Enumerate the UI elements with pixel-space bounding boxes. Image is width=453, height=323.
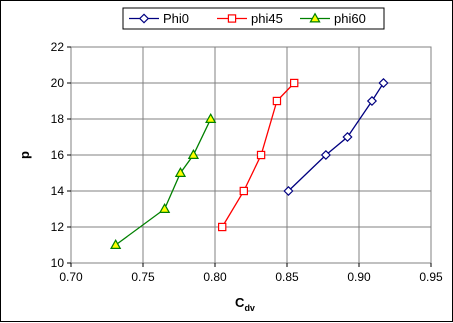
data-point (366, 95, 378, 107)
x-axis-label-subscript: dv (244, 303, 255, 313)
legend: Phi0 phi45 phi60 (122, 7, 385, 30)
x-tick-label: 0.95 (419, 270, 443, 284)
series-line (115, 118, 212, 246)
data-point (320, 149, 331, 161)
data-point (342, 131, 353, 143)
legend-label: phi60 (334, 11, 366, 26)
data-point (174, 166, 187, 177)
x-tick-label: 0.90 (347, 270, 371, 284)
legend-label: phi45 (251, 11, 283, 26)
series-phi45 (218, 78, 299, 232)
gridlines (70, 46, 432, 264)
data-point (290, 78, 299, 88)
y-tick-label: 20 (51, 76, 65, 90)
y-axis-ticks: 10 12 14 16 18 20 22 (51, 40, 71, 270)
legend-entry-phi45: phi45 (217, 11, 283, 26)
data-point (378, 77, 389, 89)
data-point (239, 186, 248, 196)
x-tick-label: 0.85 (275, 270, 299, 284)
y-axis-label: p (17, 151, 32, 159)
y-tick-label: 18 (51, 112, 65, 126)
data-point (283, 185, 294, 197)
x-axis-label-main: C (235, 295, 245, 310)
y-tick-label: 14 (51, 184, 65, 198)
series-phi0 (283, 77, 389, 197)
data-point (227, 14, 237, 23)
x-tick-label: 0.75 (131, 270, 155, 284)
series (110, 77, 389, 249)
legend-box (122, 7, 385, 30)
data-point (256, 150, 266, 160)
legend-label: Phi0 (163, 11, 189, 26)
data-point (138, 13, 150, 24)
y-tick-label: 12 (51, 220, 65, 234)
legend-entry-phi0: Phi0 (129, 11, 189, 26)
data-point (187, 148, 200, 159)
data-point (272, 96, 282, 106)
x-tick-label: 0.80 (203, 270, 227, 284)
data-point (158, 202, 171, 213)
x-axis-ticks: 0.70 0.75 0.80 0.85 0.90 0.95 (59, 263, 443, 284)
y-tick-label: 22 (51, 40, 65, 54)
y-tick-label: 16 (51, 148, 65, 162)
y-tick-label: 10 (51, 256, 65, 270)
x-tick-label: 0.70 (59, 270, 83, 284)
legend-entry-phi60: phi60 (300, 11, 366, 26)
series-phi60 (110, 112, 217, 249)
legend-items: Phi0 phi45 phi60 (129, 11, 366, 26)
data-point (110, 238, 122, 249)
data-point (205, 112, 217, 124)
x-axis-label: Cdv (235, 295, 255, 313)
data-point (218, 222, 227, 232)
data-point (309, 12, 321, 23)
